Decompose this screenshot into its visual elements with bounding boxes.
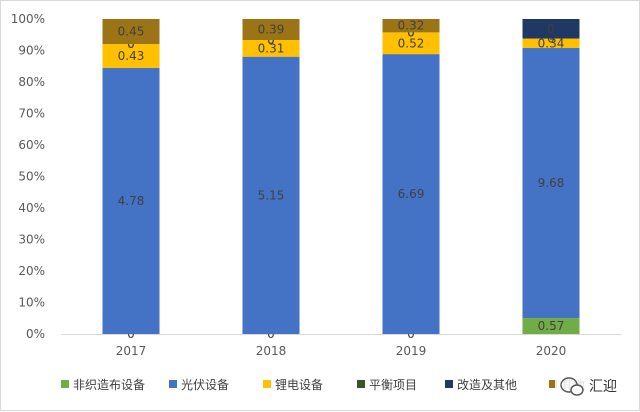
bar-segment xyxy=(102,44,160,68)
bar-segment xyxy=(522,48,580,319)
legend-swatch xyxy=(263,380,271,388)
x-tick-label: 2020 xyxy=(536,344,567,358)
y-tick-label: 30% xyxy=(18,233,45,247)
data-label: 0 xyxy=(407,25,415,39)
data-label: 9.68 xyxy=(538,176,565,190)
y-tick-label: 50% xyxy=(18,170,45,184)
data-label: 0.45 xyxy=(118,25,145,39)
legend-swatch xyxy=(445,380,453,388)
bar-segment xyxy=(382,19,440,33)
bar-segment xyxy=(102,67,160,334)
y-tick-label: 70% xyxy=(18,107,45,121)
legend-item: 改造及其他 xyxy=(445,378,517,392)
legend-swatch xyxy=(357,380,365,388)
data-label: 4.78 xyxy=(118,194,145,208)
data-label: 0 xyxy=(547,22,555,36)
bar-segment xyxy=(102,19,160,45)
legend-swatch xyxy=(549,380,557,388)
data-label: 0 xyxy=(547,32,555,46)
x-tick-label: 2018 xyxy=(256,344,287,358)
y-tick-label: 60% xyxy=(18,138,45,152)
y-tick-label: 40% xyxy=(18,201,45,215)
y-tick-label: 0% xyxy=(26,327,45,341)
data-label: 0.43 xyxy=(118,49,145,63)
wechat-icon xyxy=(560,377,584,396)
bar-segment xyxy=(522,19,580,39)
legend-item: 光伏设备 xyxy=(169,378,229,392)
legend-label: 光伏设备 xyxy=(181,378,229,392)
data-label: 0.32 xyxy=(398,19,425,33)
data-label: 0.52 xyxy=(398,36,425,50)
watermark-text: 汇迎 xyxy=(589,379,617,395)
bar-segment xyxy=(382,54,440,335)
data-label: 0.39 xyxy=(258,23,285,37)
y-tick-label: 10% xyxy=(18,296,45,310)
legend-item: 平衡项目 xyxy=(357,378,417,392)
data-label: 0.34 xyxy=(538,36,565,50)
legend-item: 锂电设备 xyxy=(263,377,323,392)
x-tick-label: 2017 xyxy=(116,344,147,358)
y-tick-label: 20% xyxy=(18,264,45,278)
y-tick-label: 100% xyxy=(11,12,45,26)
bar-segment xyxy=(242,40,300,57)
x-tick-label: 2019 xyxy=(396,344,427,358)
legend-label: 非织造布设备 xyxy=(73,378,145,392)
bar-segment xyxy=(382,32,440,55)
legend-label: 锂电设备 xyxy=(275,377,323,392)
data-label: 0.31 xyxy=(258,41,285,55)
legend-swatch xyxy=(61,380,69,388)
bar-segment xyxy=(522,38,580,49)
legend-item: 非织造布设备 xyxy=(61,378,145,392)
y-tick-label: 90% xyxy=(18,44,45,58)
legend-label: 平衡项目 xyxy=(369,378,417,392)
data-label: 0 xyxy=(407,25,415,39)
legend-label: 改造及其他 xyxy=(457,378,517,392)
data-label: 0.57 xyxy=(538,319,565,333)
bar-segment xyxy=(242,19,300,40)
y-tick-label: 80% xyxy=(18,75,45,89)
legend-swatch xyxy=(169,380,177,388)
data-label: 6.69 xyxy=(398,187,425,201)
data-label: 5.15 xyxy=(258,188,285,202)
watermark: 汇迎 xyxy=(555,371,637,401)
bar-segment xyxy=(522,318,580,334)
bar-segment xyxy=(242,56,300,334)
